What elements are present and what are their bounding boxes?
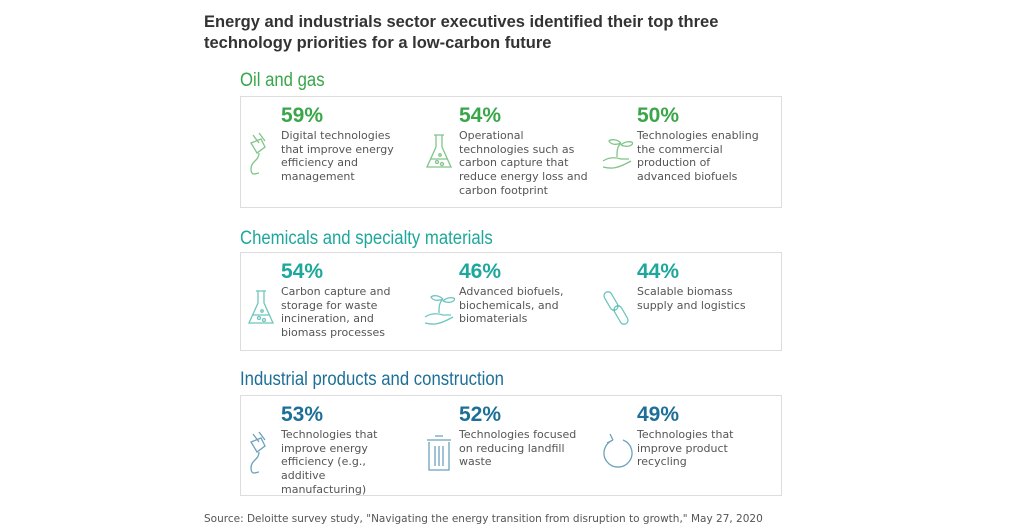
section-box: 54% Carbon capture and storage for waste… [240,252,782,351]
plant-in-hand-icon [602,139,633,169]
stat-percent: 52% [459,403,502,426]
stat-item: 50% Technologies enabling the commercial… [637,105,767,184]
source-note: Source: Deloitte survey study, "Navigati… [204,513,763,525]
stat-percent: 54% [281,260,324,283]
stat-percent: 46% [459,260,502,283]
page-title: Energy and industrials sector executives… [204,13,719,52]
chain-link-icon [603,291,629,325]
stat-percent: 50% [637,104,680,127]
stat-item: 44% Scalable biomass supply and logistic… [637,261,767,312]
recycle-arrow-icon [603,433,633,468]
stat-percent: 59% [281,104,324,127]
section-heading: Industrial products and construction [240,369,504,390]
stat-item: 54% Operational technologies such as car… [459,105,589,198]
stat-item: 53% Technologies that improve energy eff… [281,404,411,497]
stat-description: Digital technologies that improve energy… [281,129,394,184]
stat-description: Operational technologies such as carbon … [459,129,588,197]
stat-percent: 53% [281,403,324,426]
stat-item: 54% Carbon capture and storage for waste… [281,261,411,340]
section-heading: Oil and gas [240,70,325,91]
stat-percent: 49% [637,403,680,426]
stat-description: Technologies that improve energy efficie… [281,428,378,496]
trash-can-icon [427,435,451,471]
plug-icon [250,132,266,175]
stat-item: 49% Technologies that improve product re… [637,404,767,469]
plant-in-hand-icon [424,295,455,325]
stat-item: 59% Digital technologies that improve en… [281,105,411,184]
stat-percent: 44% [637,260,680,283]
flask-icon [425,134,453,168]
stat-percent: 54% [459,104,502,127]
flask-icon [247,290,275,324]
stat-description: Scalable biomass supply and logistics [637,285,746,312]
stat-description: Advanced biofuels, biochemicals, and bio… [459,285,564,326]
plug-icon [250,431,266,474]
stat-item: 46% Advanced biofuels, biochemicals, and… [459,261,589,326]
section-heading: Chemicals and specialty materials [240,228,493,249]
stat-description: Technologies focused on reducing landfil… [459,428,577,469]
stat-description: Carbon capture and storage for waste inc… [281,285,391,340]
section-box: 59% Digital technologies that improve en… [240,96,782,208]
section-box: 53% Technologies that improve energy eff… [240,395,782,496]
stat-item: 52% Technologies focused on reducing lan… [459,404,589,469]
stat-description: Technologies enabling the commercial pro… [637,129,759,184]
stat-description: Technologies that improve product recycl… [637,428,734,469]
